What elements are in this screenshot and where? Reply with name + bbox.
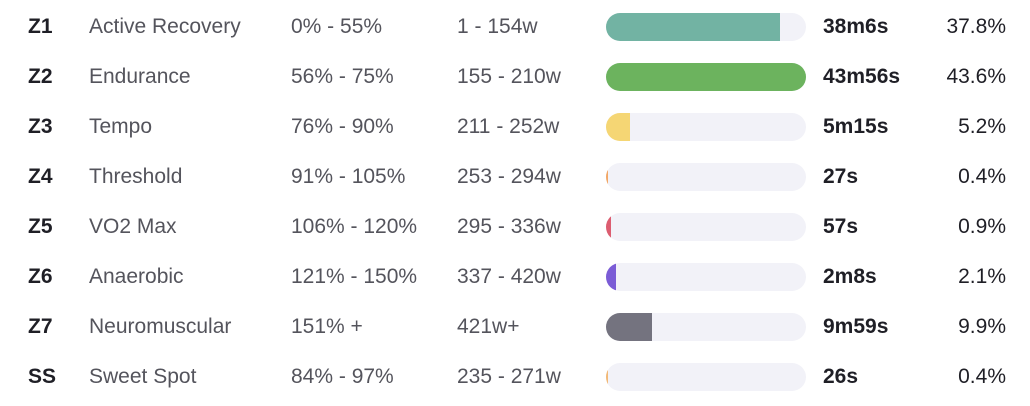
zone-time: 43m56s bbox=[823, 65, 901, 88]
zone-time-bar bbox=[606, 363, 806, 391]
zone-time-bar bbox=[606, 263, 806, 291]
zone-percent-range: 91% - 105% bbox=[291, 165, 406, 188]
zone-row: Z5 VO2 Max 106% - 120% 295 - 336w 57s 0.9% bbox=[0, 202, 1030, 252]
zone-time: 26s bbox=[823, 365, 859, 388]
zone-percent-range: 106% - 120% bbox=[291, 215, 418, 238]
zone-code: Z5 bbox=[28, 215, 53, 238]
zone-code: Z4 bbox=[28, 165, 53, 188]
zone-name: Endurance bbox=[89, 65, 191, 88]
zone-time-bar bbox=[606, 163, 806, 191]
zone-share-percent: 37.8% bbox=[946, 15, 1006, 38]
zone-share-percent: 0.4% bbox=[958, 365, 1006, 388]
zone-name: Threshold bbox=[89, 165, 183, 188]
zone-time-bar-fill bbox=[606, 113, 630, 141]
zone-share-percent: 9.9% bbox=[958, 315, 1006, 338]
zone-watts-range: 211 - 252w bbox=[457, 115, 560, 138]
zone-code: Z6 bbox=[28, 265, 53, 288]
zone-percent-range: 84% - 97% bbox=[291, 365, 394, 388]
zone-row: Z3 Tempo 76% - 90% 211 - 252w 5m15s 5.2% bbox=[0, 102, 1030, 152]
zone-share-percent: 43.6% bbox=[946, 65, 1006, 88]
zone-row: SS Sweet Spot 84% - 97% 235 - 271w 26s 0.4% bbox=[0, 352, 1030, 402]
zone-time-bar bbox=[606, 213, 806, 241]
zone-percent-range: 0% - 55% bbox=[291, 15, 383, 38]
zone-share-percent: 5.2% bbox=[958, 115, 1006, 138]
zone-row: Z4 Threshold 91% - 105% 253 - 294w 27s 0.4% bbox=[0, 152, 1030, 202]
zone-share-percent: 2.1% bbox=[958, 265, 1006, 288]
zone-row: Z7 Neuromuscular 151% + 421w+ 9m59s 9.9% bbox=[0, 302, 1030, 352]
zone-time-bar-fill bbox=[606, 363, 609, 391]
zone-name: VO2 Max bbox=[89, 215, 177, 238]
zone-time-bar-fill bbox=[606, 13, 780, 41]
zone-time-bar bbox=[606, 113, 806, 141]
zone-percent-range: 121% - 150% bbox=[291, 265, 418, 288]
zone-time-bar-fill bbox=[606, 313, 652, 341]
zone-percent-range: 56% - 75% bbox=[291, 65, 394, 88]
zone-code: Z1 bbox=[28, 15, 53, 38]
zone-row: Z6 Anaerobic 121% - 150% 337 - 420w 2m8s 2.1% bbox=[0, 252, 1030, 302]
zone-watts-range: 337 - 420w bbox=[457, 265, 561, 288]
zone-watts-range: 1 - 154w bbox=[457, 15, 538, 38]
zone-name: Sweet Spot bbox=[89, 365, 197, 388]
zone-row: Z1 Active Recovery 0% - 55% 1 - 154w 38m6s 37… bbox=[0, 2, 1030, 52]
zone-share-percent: 0.4% bbox=[958, 165, 1006, 188]
zone-time-bar-fill bbox=[606, 163, 609, 191]
zone-name: Tempo bbox=[89, 115, 153, 138]
zone-time-bar bbox=[606, 63, 806, 91]
zone-time: 38m6s bbox=[823, 15, 889, 38]
zone-watts-range: 253 - 294w bbox=[457, 165, 561, 188]
zone-time: 2m8s bbox=[823, 265, 877, 288]
zone-code: Z3 bbox=[28, 115, 53, 138]
zone-time: 5m15s bbox=[823, 115, 889, 138]
zone-time-bar-fill bbox=[606, 213, 611, 241]
zone-percent-range: 76% - 90% bbox=[291, 115, 394, 138]
zone-time: 27s bbox=[823, 165, 859, 188]
zone-time-bar-fill bbox=[606, 263, 616, 291]
zone-name: Active Recovery bbox=[89, 15, 241, 38]
zone-watts-range: 421w+ bbox=[457, 315, 520, 338]
zone-name: Anaerobic bbox=[89, 265, 184, 288]
zone-time-bar bbox=[606, 313, 806, 341]
zone-watts-range: 155 - 210w bbox=[457, 65, 561, 88]
zone-share-percent: 0.9% bbox=[958, 215, 1006, 238]
zone-time: 9m59s bbox=[823, 315, 889, 338]
zone-percent-range: 151% + bbox=[291, 315, 363, 338]
zone-watts-range: 235 - 271w bbox=[457, 365, 561, 388]
zone-watts-range: 295 - 336w bbox=[457, 215, 561, 238]
zone-code: Z2 bbox=[28, 65, 53, 88]
zone-code: SS bbox=[28, 365, 57, 388]
zone-name: Neuromuscular bbox=[89, 315, 232, 338]
zone-code: Z7 bbox=[28, 315, 53, 338]
zone-time-bar-fill bbox=[606, 63, 806, 91]
zone-time-bar bbox=[606, 13, 806, 41]
zone-row: Z2 Endurance 56% - 75% 155 - 210w 43m56s 43.6… bbox=[0, 52, 1030, 102]
zone-time: 57s bbox=[823, 215, 859, 238]
